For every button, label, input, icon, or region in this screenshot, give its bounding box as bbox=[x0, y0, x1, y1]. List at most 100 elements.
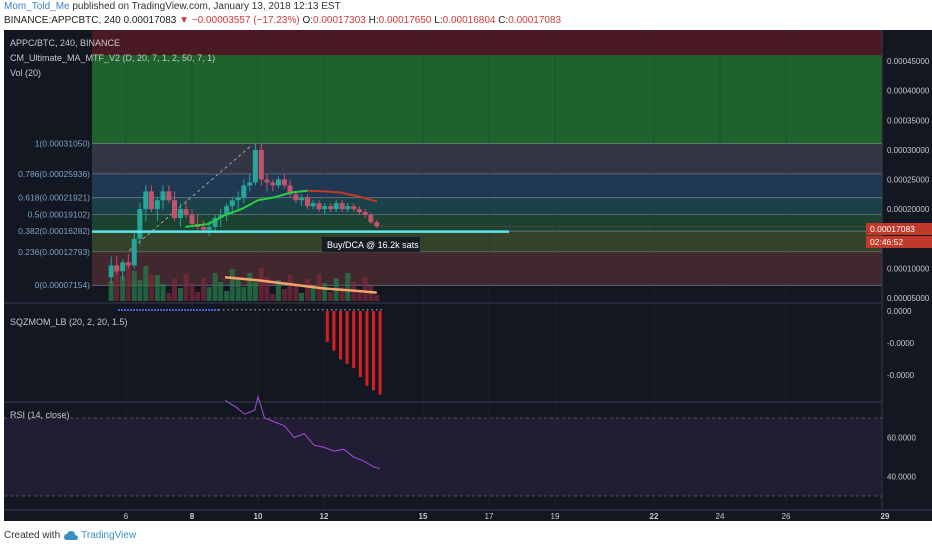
volume-bar bbox=[132, 271, 137, 301]
candle-body bbox=[126, 262, 131, 265]
squeeze-dot bbox=[340, 309, 342, 311]
volume-bar bbox=[201, 278, 206, 301]
squeeze-dot bbox=[190, 309, 192, 311]
squeeze-dot bbox=[295, 309, 297, 311]
squeeze-dot bbox=[184, 309, 186, 311]
fib-label: 0.786(0.00025936) bbox=[18, 169, 90, 179]
squeeze-dot bbox=[272, 309, 274, 311]
squeeze-dot bbox=[335, 309, 337, 311]
volume-bar bbox=[328, 292, 333, 301]
candle-body bbox=[259, 150, 264, 180]
close-label: C: bbox=[498, 15, 508, 26]
squeeze-dot bbox=[218, 309, 220, 311]
squeeze-dot bbox=[232, 309, 234, 311]
squeeze-dot bbox=[250, 309, 252, 311]
candle-body bbox=[311, 203, 316, 206]
squeeze-tick-label: -0.0000 bbox=[887, 371, 915, 380]
volume-bar bbox=[160, 284, 165, 301]
chart-canvas[interactable]: 1(0.00031050) 0.786(0.00025936) 0.618(0.00… bbox=[4, 30, 932, 521]
time-tick-label: 22 bbox=[650, 512, 659, 521]
author-link[interactable]: Mom_Told_Me bbox=[4, 1, 70, 12]
squeeze-dot bbox=[241, 309, 243, 311]
rsi-tick-label: 40.0000 bbox=[887, 473, 916, 482]
time-tick-label: 19 bbox=[551, 512, 560, 521]
squeeze-dot bbox=[362, 309, 364, 311]
rsi-tick-label: 60.0000 bbox=[887, 434, 916, 443]
time-tick-label: 10 bbox=[254, 512, 263, 521]
squeeze-dot bbox=[178, 309, 180, 311]
rsi-band bbox=[4, 418, 882, 496]
price-tag-text: 0.00017083 bbox=[870, 224, 915, 234]
price-axis-bg bbox=[882, 30, 932, 521]
squeeze-dot bbox=[358, 309, 360, 311]
squeeze-dot bbox=[227, 309, 229, 311]
candle-body bbox=[132, 239, 137, 266]
squeeze-dot bbox=[127, 309, 129, 311]
squeeze-dot bbox=[259, 309, 261, 311]
candle-body bbox=[293, 194, 298, 200]
tradingview-brand: TradingView bbox=[81, 530, 136, 541]
squeeze-dot bbox=[281, 309, 283, 311]
fib-zones bbox=[92, 30, 882, 285]
volume-bar bbox=[190, 283, 195, 301]
fib-band bbox=[92, 144, 882, 174]
fib-band bbox=[92, 174, 882, 198]
legend-sqz[interactable]: SQZMOM_LB (20, 2, 20, 1.5) bbox=[10, 317, 128, 327]
squeeze-dot bbox=[286, 309, 288, 311]
squeeze-dot bbox=[353, 309, 355, 311]
volume-bar bbox=[241, 287, 246, 301]
last-price: 0.00017083 bbox=[124, 15, 177, 26]
candle-body bbox=[270, 182, 275, 185]
squeeze-bar bbox=[352, 311, 355, 368]
green-zone bbox=[92, 55, 882, 144]
legend-ma[interactable]: CM_Ultimate_MA_MTF_V2 (D, 20, 7, 1, 2, 5… bbox=[10, 53, 215, 63]
candle-body bbox=[143, 191, 148, 209]
volume-bar bbox=[259, 268, 264, 301]
candle-body bbox=[276, 180, 281, 186]
open-label: O: bbox=[302, 15, 313, 26]
ohlc-line: BINANCE:APPCBTC, 240 0.00017083 ▼ −0.000… bbox=[4, 15, 561, 26]
squeeze-dot bbox=[211, 309, 213, 311]
squeeze-dot bbox=[268, 309, 270, 311]
squeeze-dot bbox=[371, 309, 373, 311]
squeeze-dot bbox=[154, 309, 156, 311]
legend-main[interactable]: APPC/BTC, 240, BINANCE bbox=[10, 38, 120, 48]
price-tick-label: 0.00040000 bbox=[887, 87, 930, 96]
candle-body bbox=[184, 209, 189, 215]
squeeze-dot bbox=[308, 309, 310, 311]
high-value: 0.00017650 bbox=[379, 15, 432, 26]
squeeze-dot bbox=[163, 309, 165, 311]
volume-bar bbox=[143, 266, 148, 301]
time-tick-label: 26 bbox=[782, 512, 791, 521]
volume-bar bbox=[207, 287, 212, 301]
time-tick-label: 24 bbox=[716, 512, 725, 521]
tradingview-logo[interactable]: TradingView bbox=[64, 530, 136, 541]
time-tick-label: 29 bbox=[881, 512, 890, 521]
squeeze-dot bbox=[299, 309, 301, 311]
fib-band bbox=[92, 231, 882, 252]
cloud-icon bbox=[64, 531, 78, 541]
legend-rsi[interactable]: RSI (14, close) bbox=[10, 410, 70, 420]
squeeze-tick-label: -0.0000 bbox=[887, 339, 915, 348]
candle-body bbox=[351, 206, 356, 209]
annotation-callout[interactable]: Buy/DCA @ 16.2k sats bbox=[322, 237, 420, 252]
price-tick-label: 0.00045000 bbox=[887, 57, 930, 66]
volume-bar bbox=[247, 273, 252, 301]
candle-body bbox=[322, 206, 327, 209]
candle-body bbox=[368, 215, 373, 222]
volume-bar bbox=[322, 283, 327, 301]
candle-body bbox=[201, 227, 206, 230]
legend-vol[interactable]: Vol (20) bbox=[10, 68, 41, 78]
squeeze-dot bbox=[202, 309, 204, 311]
candle-body bbox=[137, 209, 142, 239]
volume-bar bbox=[374, 295, 379, 301]
open-value: 0.00017303 bbox=[313, 15, 366, 26]
fib-band bbox=[92, 252, 882, 285]
candle-body bbox=[155, 200, 160, 209]
squeeze-dot bbox=[193, 309, 195, 311]
candle-body bbox=[363, 212, 368, 215]
candle-body bbox=[207, 227, 212, 230]
candle-body bbox=[172, 200, 177, 218]
squeeze-dot bbox=[175, 309, 177, 311]
candle-body bbox=[299, 197, 304, 200]
